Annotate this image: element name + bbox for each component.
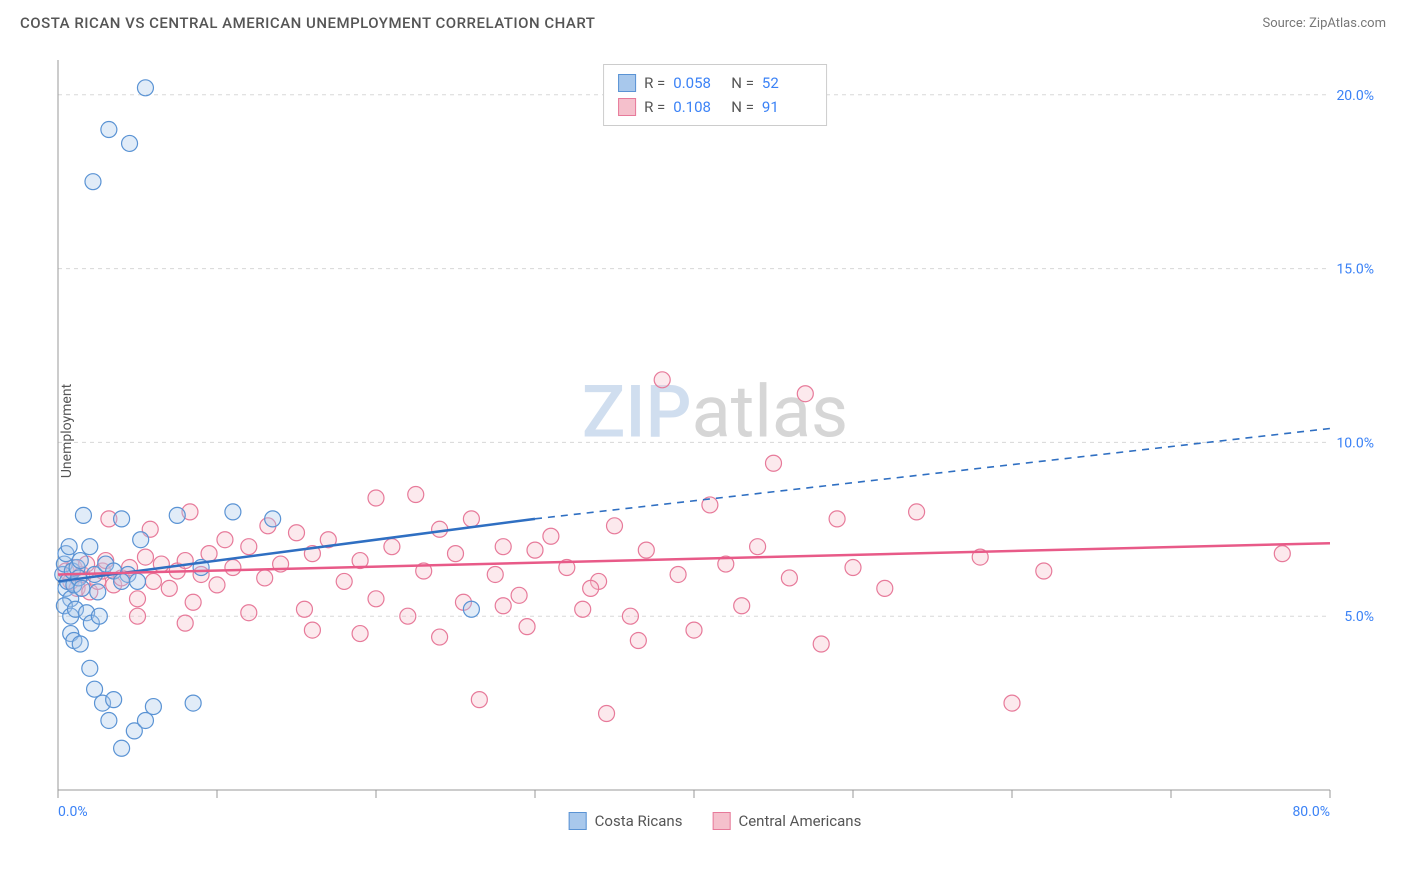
stats-legend: R = 0.058 N = 52 R = 0.108 N = 91 <box>603 64 827 126</box>
swatch-icon <box>712 812 730 830</box>
legend-label: Costa Ricans <box>595 812 683 830</box>
scatter-plot: 5.0% 10.0% 15.0% 20.0% 0.0% 80.0% <box>50 60 1380 826</box>
stat-value-r: 0.108 <box>673 95 723 119</box>
svg-text:5.0%: 5.0% <box>1344 609 1374 625</box>
stat-value-r: 0.058 <box>673 71 723 95</box>
svg-text:0.0%: 0.0% <box>58 804 88 820</box>
stat-value-n: 91 <box>762 95 812 119</box>
series-legend: Costa Ricans Central Americans <box>569 812 862 830</box>
legend-label: Central Americans <box>738 812 861 830</box>
chart-area: Unemployment ZIPatlas 5.0%10.0%15.0%20.0… <box>50 60 1380 826</box>
legend-item-central-americans: Central Americans <box>712 812 861 830</box>
swatch-icon <box>618 98 636 116</box>
chart-title: COSTA RICAN VS CENTRAL AMERICAN UNEMPLOY… <box>20 14 595 32</box>
source-attribution: Source: ZipAtlas.com <box>1262 16 1386 31</box>
swatch-icon <box>618 74 636 92</box>
svg-text:10.0%: 10.0% <box>1336 435 1374 451</box>
stat-label-n: N = <box>731 95 754 119</box>
stat-label-r: R = <box>644 95 665 119</box>
stat-label-n: N = <box>731 71 754 95</box>
svg-text:20.0%: 20.0% <box>1336 88 1374 104</box>
stat-label-r: R = <box>644 71 665 95</box>
legend-item-costa-ricans: Costa Ricans <box>569 812 683 830</box>
svg-text:80.0%: 80.0% <box>1292 804 1330 820</box>
stats-row-costa-ricans: R = 0.058 N = 52 <box>618 71 812 95</box>
stat-value-n: 52 <box>762 71 812 95</box>
svg-text:15.0%: 15.0% <box>1336 262 1374 278</box>
swatch-icon <box>569 812 587 830</box>
stats-row-central-americans: R = 0.108 N = 91 <box>618 95 812 119</box>
